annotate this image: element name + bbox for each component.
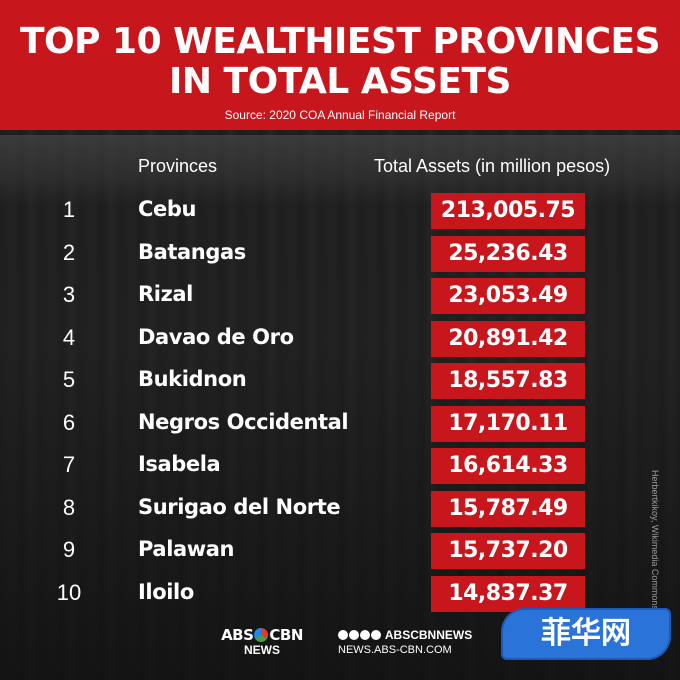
rank-number: 7 [62,452,76,477]
asset-value: 14,837.37 [431,575,585,612]
logo-right-text: CBN [269,626,303,644]
asset-value: 20,891.42 [431,320,585,357]
table-row: 6 Negros Occidental 17,170.11 [0,405,680,442]
asset-value: 25,236.43 [431,235,585,272]
photo-credit: Herbertkikoy, Wikimedia Commons [650,470,660,610]
social-handle: ABSCBNNEWS [384,628,473,642]
asset-value: 23,053.49 [431,278,585,314]
asset-value: 15,737.20 [431,533,585,569]
asset-value: 18,557.83 [431,363,585,399]
table-row: 5 Bukidnon 18,557.83 [0,363,680,399]
table-row: 7 Isabela 16,614.33 [0,448,680,484]
column-header-assets: Total Assets (in million pesos) [374,156,611,176]
province-name: Cebu [138,197,197,221]
table-row: 3 Rizal 23,053.49 [0,278,680,314]
province-name: Davao de Oro [138,324,294,349]
table-row: 10 Iloilo 14,837.37 [0,575,680,612]
table-row: 2 Batangas 25,236.43 [0,235,680,272]
province-name: Iloilo [138,579,194,604]
province-name: Rizal [138,282,193,306]
rank-number: 10 [56,579,82,605]
logo-left-text: ABS [221,626,254,644]
instagram-icon [360,630,370,640]
facebook-icon [338,630,348,640]
rank-number: 9 [62,537,76,562]
rank-number: 5 [62,367,76,392]
abs-cbn-mark-icon [254,628,269,642]
province-name: Bukidnon [138,367,247,391]
news-url: NEWS.ABS-CBN.COM [338,644,452,656]
social-links: ABSCBNNEWS NEWS.ABS-CBN.COM [338,628,472,656]
province-name: Batangas [138,239,246,264]
rank-number: 2 [62,239,76,265]
youtube-icon [371,630,381,640]
table-row: 1 Cebu 213,005.75 [0,193,680,229]
page-title: TOP 10 WEALTHIEST PROVINCES IN TOTAL ASS… [0,0,680,102]
abs-cbn-logo: ABS CBN NEWS [206,626,318,657]
rank-number: 1 [62,197,76,222]
province-name: Negros Occidental [138,409,349,434]
title-line-2: IN TOTAL ASSETS [169,61,512,102]
table-row: 9 Palawan 15,737.20 [0,533,680,569]
rank-number: 4 [62,324,76,350]
watermark-badge: 菲华网 [501,608,671,660]
asset-value: 213,005.75 [431,193,585,229]
source-note: Source: 2020 COA Annual Financial Report [224,108,456,122]
rank-number: 3 [62,282,76,307]
table-row: 4 Davao de Oro 20,891.42 [0,320,680,357]
logo-news-text: NEWS [244,643,280,657]
header-banner: TOP 10 WEALTHIEST PROVINCES IN TOTAL ASS… [0,0,680,130]
province-name: Palawan [138,537,235,561]
twitter-icon [349,630,359,640]
asset-value: 16,614.33 [431,448,585,484]
province-name: Isabela [138,452,221,476]
asset-value: 17,170.11 [431,405,585,442]
rank-number: 8 [62,494,76,520]
province-name: Surigao del Norte [138,494,341,519]
column-header-provinces: Provinces [138,156,218,176]
table-row: 8 Surigao del Norte 15,787.49 [0,490,680,527]
title-line-1: TOP 10 WEALTHIEST PROVINCES [19,21,661,62]
asset-value: 15,787.49 [431,490,585,527]
rank-number: 6 [62,409,76,435]
